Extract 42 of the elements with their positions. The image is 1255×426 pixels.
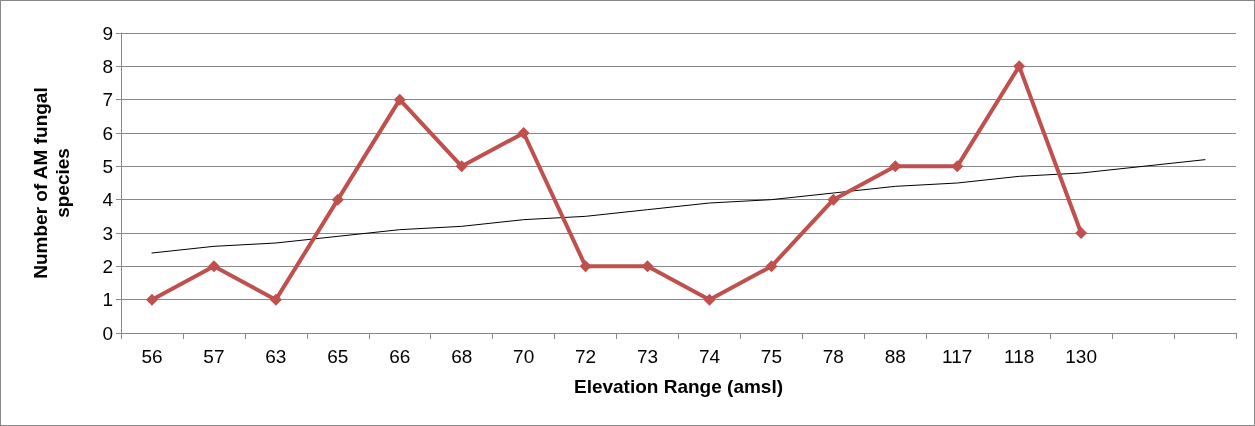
point bbox=[1075, 227, 1088, 239]
point bbox=[1013, 60, 1026, 73]
x-tick-label: 78 bbox=[822, 346, 844, 367]
y-tick-label: 0 bbox=[102, 322, 113, 344]
x-tick-label: 117 bbox=[942, 346, 973, 367]
point bbox=[951, 160, 964, 173]
x-tick-label: 68 bbox=[451, 346, 473, 367]
y-tick-label: 1 bbox=[102, 289, 113, 311]
x-tick-label: 73 bbox=[636, 346, 659, 367]
x-tick-label: 74 bbox=[698, 346, 721, 367]
line-series bbox=[151, 159, 1206, 254]
x-tick-label: 88 bbox=[884, 346, 906, 367]
y-tick-label: 3 bbox=[102, 222, 113, 244]
point bbox=[703, 293, 716, 306]
point bbox=[269, 293, 282, 306]
point bbox=[331, 193, 344, 206]
y-tick-label: 6 bbox=[102, 122, 113, 144]
y-tick-label: 4 bbox=[102, 189, 114, 211]
x-tick-label: 57 bbox=[203, 346, 225, 367]
x-tick-label: 63 bbox=[265, 346, 287, 367]
x-tick-label: 70 bbox=[513, 346, 535, 367]
y-tick-label: 8 bbox=[102, 55, 113, 77]
y-tick-label: 9 bbox=[102, 22, 113, 44]
y-axis-title: Number of AM fungal species bbox=[29, 87, 73, 279]
x-tick-label: 130 bbox=[1065, 346, 1097, 367]
x-tick-label: 66 bbox=[389, 346, 411, 367]
x-tick-label: 65 bbox=[327, 346, 349, 367]
y-tick-label: 7 bbox=[102, 89, 113, 111]
y-tick-label: 5 bbox=[102, 155, 113, 177]
point bbox=[455, 160, 468, 173]
y-tick-label: 2 bbox=[102, 255, 113, 277]
x-tick-label: 72 bbox=[575, 346, 597, 367]
x-tick-label: 56 bbox=[141, 346, 163, 367]
x-axis-title: Elevation Range (amsl) bbox=[573, 376, 784, 397]
point bbox=[827, 193, 840, 206]
point bbox=[517, 127, 530, 139]
point bbox=[765, 260, 778, 273]
x-tick-label: 118 bbox=[1004, 346, 1035, 367]
point bbox=[145, 293, 158, 306]
point bbox=[393, 93, 406, 106]
x-tick-label: 75 bbox=[760, 346, 782, 367]
point bbox=[207, 260, 220, 273]
